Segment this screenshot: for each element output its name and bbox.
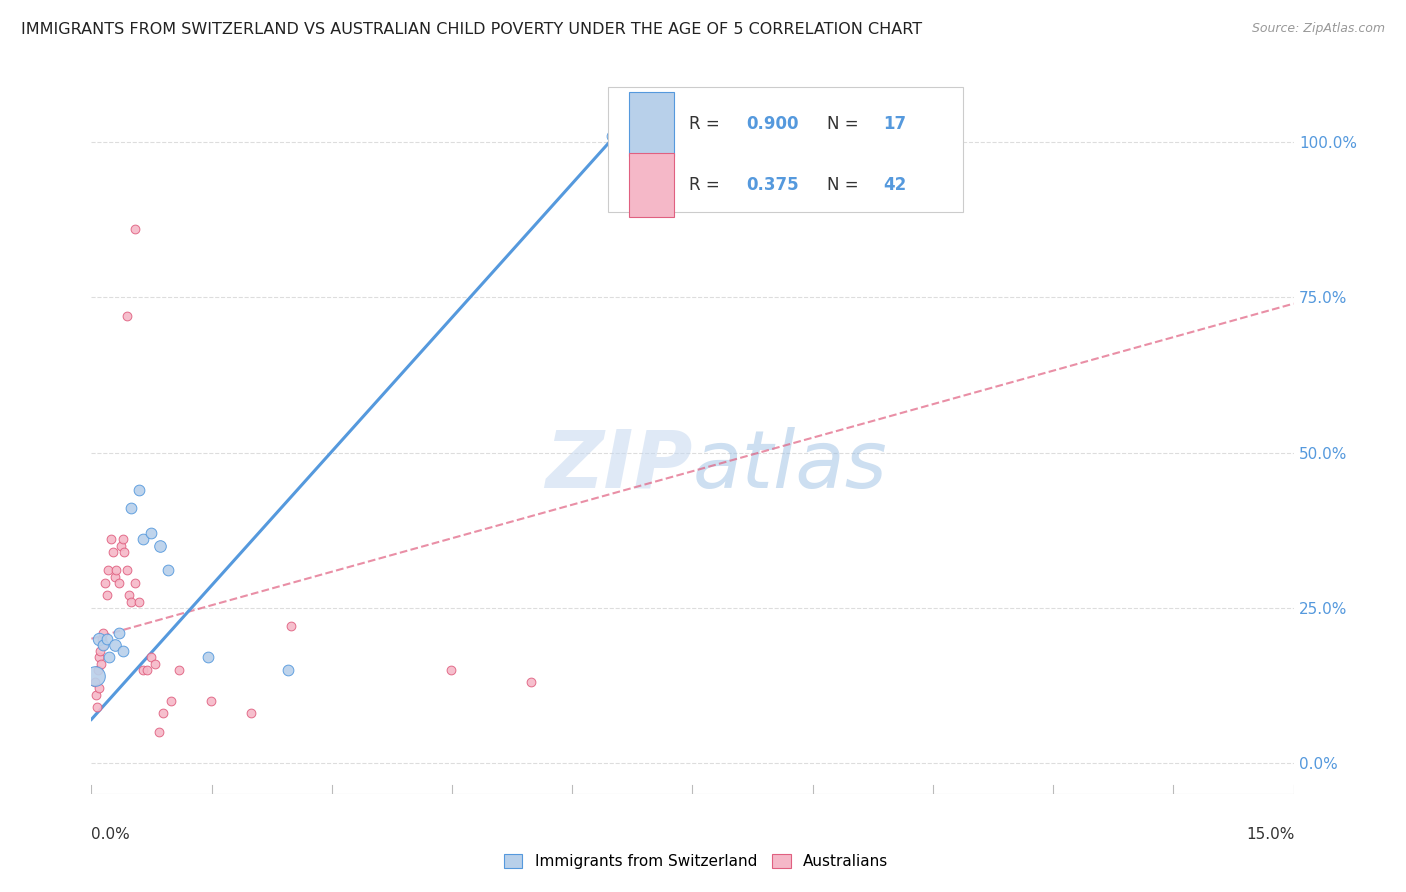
Point: [132, 533, 155, 547]
Point: [91, 625, 114, 640]
Point: [90, 657, 112, 671]
Point: [112, 644, 135, 658]
Point: [131, 663, 153, 677]
Point: [100, 533, 122, 547]
Point: [152, 706, 174, 721]
Point: [440, 663, 463, 677]
Point: [84, 688, 107, 702]
Point: [124, 222, 146, 236]
Point: [96, 632, 118, 646]
Point: [159, 694, 181, 708]
Point: [101, 545, 124, 559]
Point: [89, 632, 111, 646]
Point: [139, 650, 162, 665]
Point: [112, 545, 135, 559]
Text: IMMIGRANTS FROM SWITZERLAND VS AUSTRALIAN CHILD POVERTY UNDER THE AGE OF 5 CORRE: IMMIGRANTS FROM SWITZERLAND VS AUSTRALIA…: [21, 22, 922, 37]
Text: 15.0%: 15.0%: [1247, 827, 1295, 841]
Point: [200, 694, 222, 708]
Point: [89, 681, 111, 696]
FancyBboxPatch shape: [628, 153, 675, 218]
Point: [93, 638, 115, 652]
Text: atlas: atlas: [692, 426, 887, 505]
Point: [104, 638, 127, 652]
Point: [148, 539, 170, 553]
Point: [83, 675, 105, 690]
Point: [105, 564, 128, 578]
Point: [84, 669, 107, 683]
Point: [143, 657, 166, 671]
Point: [94, 575, 117, 590]
Point: [120, 594, 142, 608]
Point: [111, 533, 134, 547]
Point: [97, 564, 120, 578]
Point: [197, 650, 219, 665]
Text: 17: 17: [883, 115, 907, 133]
Point: [141, 526, 163, 541]
Point: [87, 663, 110, 677]
Text: R =: R =: [689, 177, 725, 194]
Point: [89, 644, 111, 658]
Point: [167, 663, 190, 677]
Point: [115, 564, 138, 578]
Point: [128, 483, 150, 497]
Point: [86, 700, 108, 714]
Text: 0.900: 0.900: [747, 115, 799, 133]
Text: Source: ZipAtlas.com: Source: ZipAtlas.com: [1251, 22, 1385, 36]
Point: [90, 632, 112, 646]
Point: [602, 129, 624, 144]
Point: [239, 706, 262, 721]
Legend: Immigrants from Switzerland, Australians: Immigrants from Switzerland, Australians: [498, 848, 894, 875]
FancyBboxPatch shape: [609, 87, 963, 212]
Point: [121, 501, 143, 516]
Point: [156, 564, 179, 578]
Point: [118, 588, 141, 602]
Point: [98, 650, 121, 665]
Text: 42: 42: [883, 177, 907, 194]
Point: [104, 570, 127, 584]
Text: ZIP: ZIP: [546, 426, 692, 505]
Point: [148, 724, 170, 739]
Point: [128, 594, 150, 608]
Text: R =: R =: [689, 115, 725, 133]
Point: [108, 625, 131, 640]
Point: [124, 575, 146, 590]
Text: 0.375: 0.375: [747, 177, 799, 194]
Point: [87, 650, 110, 665]
Point: [117, 309, 139, 323]
Point: [277, 663, 299, 677]
Point: [280, 619, 302, 633]
Point: [93, 638, 115, 652]
Point: [135, 663, 157, 677]
FancyBboxPatch shape: [628, 92, 675, 156]
Point: [107, 575, 129, 590]
Text: N =: N =: [827, 115, 863, 133]
Point: [96, 588, 118, 602]
Point: [110, 539, 132, 553]
Text: N =: N =: [827, 177, 863, 194]
Text: 0.0%: 0.0%: [91, 827, 131, 841]
Point: [520, 675, 543, 690]
